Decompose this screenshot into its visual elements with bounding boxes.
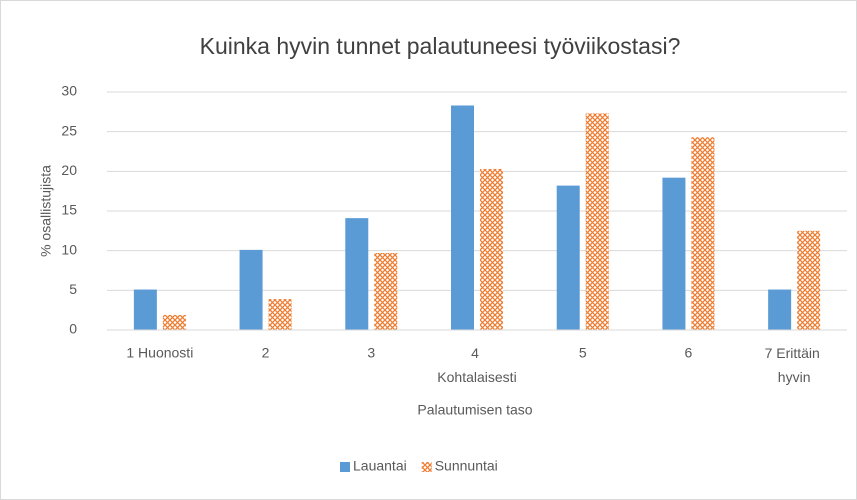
bar [797, 230, 821, 330]
bar [585, 113, 609, 330]
x-tick-label: 7 Erittäin hyvin [765, 345, 824, 385]
x-tick-label: 4 Kohtalaisesti [437, 345, 516, 385]
x-tick-label: 5 [579, 345, 587, 361]
bar [133, 289, 157, 330]
y-tick-label: 25 [61, 122, 77, 138]
y-tick-label: 20 [61, 162, 77, 178]
y-tick-label: 5 [69, 281, 77, 297]
bar [374, 253, 398, 330]
y-axis-label: % osallistujista [38, 165, 54, 257]
bar [480, 168, 503, 330]
bar [556, 185, 580, 330]
x-tick-label: 3 [367, 345, 375, 361]
bar [345, 218, 369, 330]
bar [239, 249, 263, 330]
y-tick-label: 10 [61, 241, 77, 257]
x-axis-label: Palautumisen taso [417, 402, 532, 418]
legend-swatch [421, 462, 432, 472]
legend-swatch [340, 462, 350, 472]
y-tick-label: 15 [61, 202, 77, 218]
bar [691, 137, 715, 330]
y-tick-label: 30 [61, 83, 77, 99]
x-tick-label: 2 [262, 345, 270, 361]
chart-title: Kuinka hyvin tunnet palautuneesi työviik… [200, 33, 681, 59]
bar [662, 177, 686, 330]
bar [162, 314, 186, 330]
bar [451, 105, 474, 330]
x-tick-label: 1 Huonosti [126, 345, 193, 361]
bar [268, 299, 292, 330]
x-tick-label: 6 [685, 345, 693, 361]
legend-label: Lauantai [353, 458, 407, 474]
legend-label: Sunnuntai [435, 458, 498, 474]
bar [768, 289, 792, 330]
y-tick-label: 0 [69, 321, 77, 337]
